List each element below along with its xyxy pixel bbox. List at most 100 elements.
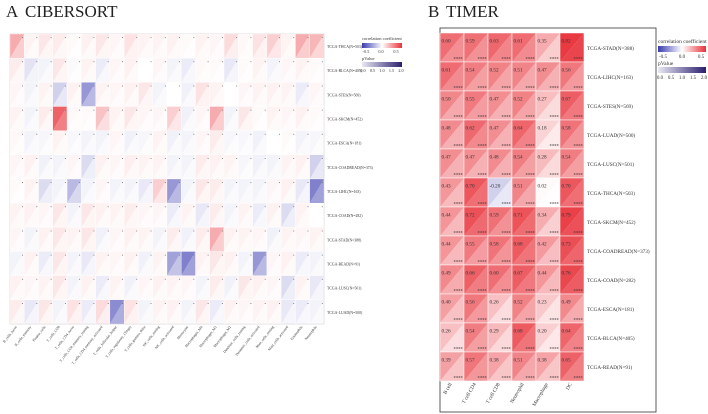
panel-a-sig-dot-1-15 (236, 61, 238, 63)
panel-a-pcell-0-10 (152, 34, 167, 59)
panel-a-cell-7-6 (95, 203, 110, 228)
panel-a-cell-1-2 (38, 58, 53, 83)
panel-a-cell-8-2 (38, 227, 53, 252)
panel-a-cell-8-6 (95, 227, 110, 252)
panel-a-cell-8-3 (52, 227, 68, 252)
panel-a-sig-dot-3-8 (136, 109, 138, 111)
panel-a-sig-dot-8-11 (179, 230, 181, 232)
panel-a-sig-dot-5-2 (50, 157, 52, 159)
panel-a-cell-9-4 (67, 251, 82, 276)
panel-a-pcell-10-8 (124, 275, 139, 300)
panel-a-cell-10-16 (238, 275, 253, 300)
panel-a-cell-2-6 (95, 82, 110, 107)
panel-a-cell-6-8 (124, 179, 139, 204)
panel-a-pcell-2-20 (295, 82, 310, 107)
panel-a-sig-dot-7-9 (150, 206, 152, 208)
panel-a-cell-4-2 (38, 130, 53, 155)
panel-a-cell-0-2 (38, 34, 53, 59)
panel-a-cell-3-11 (167, 106, 182, 131)
panel-a-sig-dot-10-1 (36, 278, 38, 280)
panel-b-significance-7-3: **** (525, 261, 535, 266)
panel-a-pcell-1-17 (252, 58, 267, 83)
panel-a-cell-8-19 (281, 227, 296, 252)
panel-b-row-labels: TCGA-STAD(N=388) TCGA-LIHC(N=163) TCGA-STE… (587, 45, 650, 371)
panel-a-cell-8-18 (266, 227, 282, 252)
panel-a-sig-dot-9-16 (250, 254, 252, 256)
panel-a-row-label-7: TCGA-COAD(N=282) (327, 214, 363, 218)
panel-a-sig-dot-11-11 (179, 302, 181, 304)
panel-a-cell-0-6 (95, 34, 110, 59)
panel-b-pcell-1-3 (512, 62, 536, 91)
panel-a-sig-dot-6-20 (307, 182, 309, 184)
panel-b-legend-gradient (658, 46, 706, 52)
panel-a-sig-dot-8-7 (121, 230, 123, 232)
panel-b-cell-3-4 (536, 120, 560, 149)
panel-a-pcell-11-12 (181, 299, 196, 324)
panel-a-pcell-2-0 (10, 82, 25, 107)
panel-a-cell-2-0 (10, 82, 25, 107)
panel-a-cell-11-4 (67, 299, 82, 324)
panel-b-value-label-5-0: 0.43 (442, 183, 451, 189)
panel-a-sig-dot-9-7 (121, 254, 123, 256)
panel-a-sig-dot-10-21 (321, 278, 323, 280)
panel-a-cell-9-2 (38, 251, 53, 276)
panel-a-pcell-3-12 (181, 106, 196, 131)
panel-a-pcell-9-6 (95, 251, 110, 276)
panel-a-cell-5-1 (24, 154, 39, 179)
panel-a-pcell-3-13 (195, 106, 210, 131)
panel-b-significance-1-1: **** (477, 87, 487, 92)
panel-b-pcell-1-1 (464, 62, 488, 91)
panel-a-sig-dot-0-7 (121, 37, 123, 39)
panel-b-pcell-10-3 (512, 323, 536, 352)
panel-b-value-label-7-3: 0.68 (514, 241, 523, 247)
panel-a-cell-3-17 (252, 106, 267, 131)
panel-a-pcell-2-1 (24, 82, 39, 107)
panel-a-sig-dot-9-5 (93, 254, 95, 256)
panel-a-pcell-8-7 (109, 227, 125, 252)
panel-b-pcell-3-4 (536, 120, 560, 149)
panel-a-cell-3-21 (309, 106, 324, 131)
panel-a-sig-dot-5-0 (22, 157, 24, 159)
panel-a-cell-10-7 (109, 275, 125, 300)
panel-a-pcell-3-1 (24, 106, 39, 131)
panel-a-sig-dot-10-8 (136, 278, 138, 280)
panel-a-cell-2-8 (124, 82, 139, 107)
panel-a-pcell-10-2 (38, 275, 53, 300)
panel-b-pcell-4-3 (512, 149, 536, 178)
panel-a-sig-dot-10-13 (207, 278, 209, 280)
panel-a-pcell-6-10 (152, 179, 167, 204)
panel-a-sig-dot-3-13 (207, 109, 209, 111)
panel-a-pcell-0-11 (167, 34, 182, 59)
panel-b-value-label-3-5: 0.58 (562, 125, 571, 131)
panel-a-cell-9-0 (10, 251, 25, 276)
panel-a-row-label-0: TCGA-THCA(N=503) (327, 45, 363, 49)
panel-a-sig-dot-4-21 (321, 133, 323, 135)
panel-a-pcell-7-12 (181, 203, 196, 228)
panel-b-value-label-4-2: 0.48 (490, 154, 499, 160)
panel-a-pcell-11-19 (281, 299, 296, 324)
panel-a-sig-dot-1-10 (164, 61, 166, 63)
panel-a-cell-1-9 (138, 58, 153, 83)
panel-a-cell-11-9 (138, 299, 153, 324)
panel-a-sig-dot-11-10 (164, 302, 166, 304)
panel-a-pcell-1-1 (24, 58, 39, 83)
panel-a-cell-2-2 (38, 82, 53, 107)
panel-a-pcell-10-4 (67, 275, 82, 300)
panel-a-cell-3-0 (10, 106, 25, 131)
panel-a-sig-dot-4-0 (22, 133, 24, 135)
panel-a-cell-1-8 (124, 58, 139, 83)
panel-b-significance-2-3: **** (525, 116, 535, 121)
panel-a-cell-3-13 (195, 106, 210, 131)
panel-a-cell-0-12 (181, 34, 196, 59)
panel-a-cell-9-18 (266, 251, 282, 276)
panel-a-sig-dot-0-14 (221, 37, 223, 39)
panel-b-row-label-9: TCGA-ESCA(N=181) (587, 306, 634, 313)
panel-b-value-label-6-5: 0.79 (562, 212, 571, 218)
panel-a-pcell-8-9 (138, 227, 153, 252)
panel-a-cell-3-4 (67, 106, 82, 131)
panel-a-sig-dot-5-6 (107, 157, 109, 159)
panel-a-pcell-6-20 (295, 179, 310, 204)
panel-a-cell-10-15 (224, 275, 239, 300)
panel-a-pcell-2-9 (138, 82, 153, 107)
panel-a-sig-dot-3-7 (121, 109, 123, 111)
